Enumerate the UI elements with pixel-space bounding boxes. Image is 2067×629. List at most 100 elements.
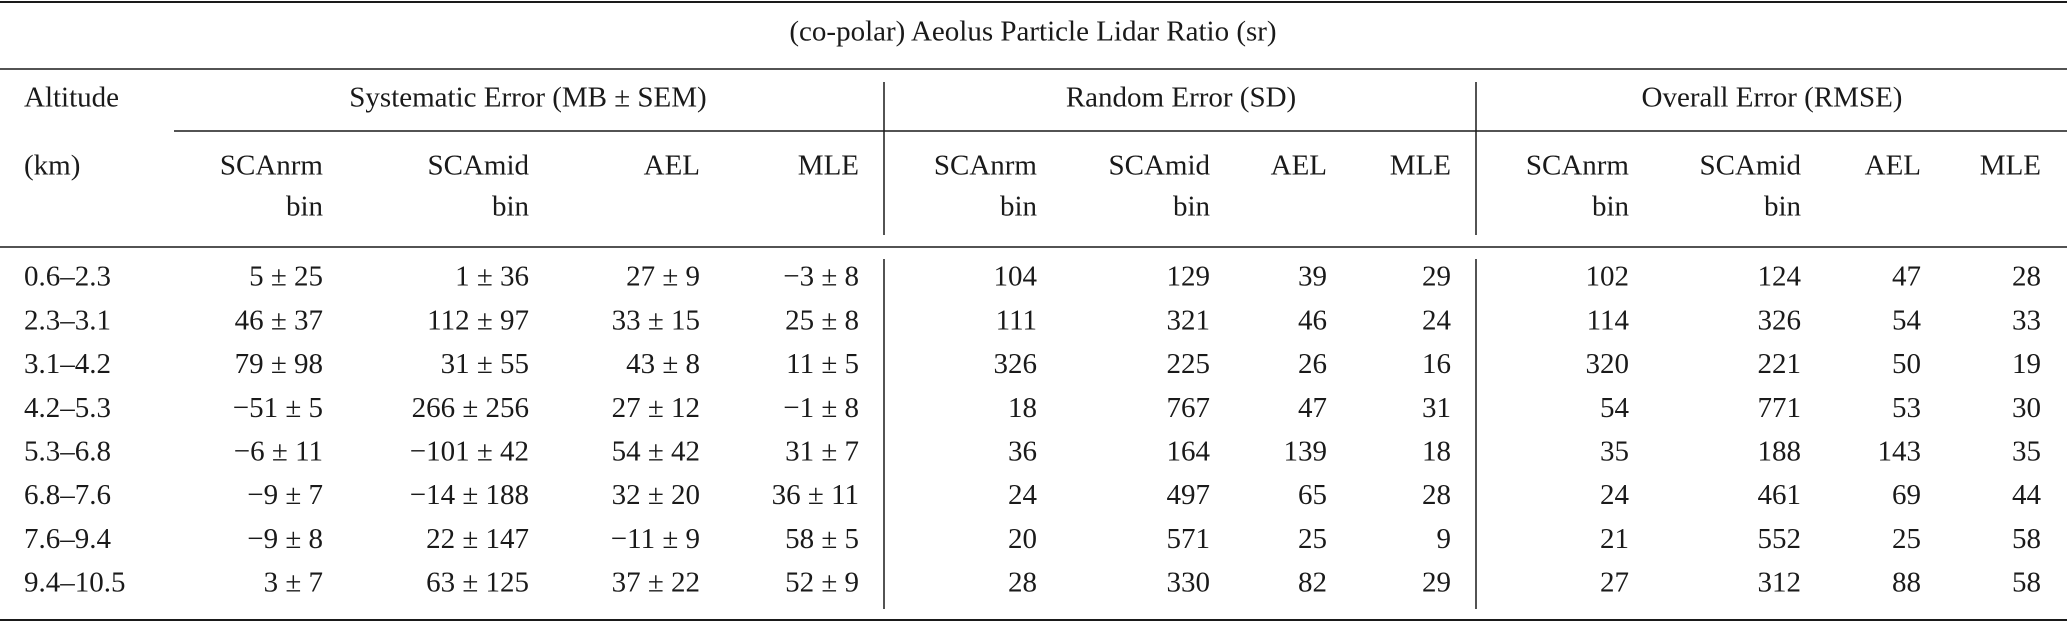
column-header: bin [286, 191, 324, 223]
column-header: SCAmid [427, 150, 529, 182]
value-cell: 54 ± 42 [612, 435, 700, 467]
column-header: AEL [1865, 150, 1921, 182]
value-cell: 54 [1600, 392, 1630, 424]
column-header: MLE [1390, 150, 1451, 182]
value-cell: 29 [1422, 567, 1451, 599]
value-cell: 5 ± 25 [249, 261, 323, 293]
value-cell: 497 [1167, 479, 1211, 511]
value-cell: 28 [2012, 261, 2041, 293]
table-title: (co-polar) Aeolus Particle Lidar Ratio (… [789, 16, 1276, 48]
value-cell: 326 [994, 348, 1038, 380]
value-cell: 143 [1878, 435, 1922, 467]
value-cell: 26 [1298, 348, 1327, 380]
value-cell: 11 ± 5 [786, 348, 859, 380]
value-cell: 16 [1422, 348, 1451, 380]
value-cell: 50 [1892, 348, 1921, 380]
value-cell: 25 [1892, 523, 1921, 555]
value-cell: 111 [996, 304, 1037, 336]
value-cell: 33 ± 15 [612, 304, 700, 336]
group-header: Random Error (SD) [1066, 82, 1296, 114]
value-cell: 22 ± 147 [426, 523, 529, 555]
value-cell: 25 [1298, 523, 1327, 555]
value-cell: 46 [1298, 304, 1327, 336]
column-header: MLE [798, 150, 859, 182]
column-header: bin [1764, 191, 1802, 223]
value-cell: 47 [1892, 261, 1921, 293]
value-cell: 53 [1892, 392, 1921, 424]
value-cell: 82 [1298, 567, 1327, 599]
value-cell: −6 ± 11 [234, 435, 323, 467]
value-cell: 88 [1892, 567, 1921, 599]
value-cell: −3 ± 8 [783, 261, 859, 293]
value-cell: 27 [1600, 567, 1629, 599]
value-cell: 114 [1587, 304, 1630, 336]
altitude-cell: 4.2–5.3 [24, 392, 111, 424]
value-cell: 9 [1437, 523, 1452, 555]
value-cell: 28 [1008, 567, 1037, 599]
value-cell: 24 [1008, 479, 1038, 511]
column-header: SCAnrm [1526, 150, 1630, 182]
column-header: bin [1173, 191, 1211, 223]
altitude-cell: 6.8–7.6 [24, 479, 111, 511]
value-cell: 58 ± 5 [785, 523, 859, 555]
value-cell: 27 ± 9 [626, 261, 700, 293]
column-header: bin [1592, 191, 1630, 223]
value-cell: 3 ± 7 [264, 567, 323, 599]
value-cell: 46 ± 37 [235, 304, 323, 336]
value-cell: 58 [2012, 567, 2041, 599]
value-cell: 39 [1298, 261, 1327, 293]
value-cell: 767 [1167, 392, 1211, 424]
value-cell: −9 ± 7 [247, 479, 323, 511]
value-cell: −101 ± 42 [410, 435, 529, 467]
altitude-header: Altitude [24, 82, 119, 114]
value-cell: 19 [2012, 348, 2041, 380]
value-cell: 221 [1758, 348, 1802, 380]
value-cell: 164 [1167, 435, 1211, 467]
value-cell: 29 [1422, 261, 1451, 293]
value-cell: 266 ± 256 [412, 392, 529, 424]
value-cell: 52 ± 9 [785, 567, 859, 599]
altitude-header: (km) [24, 150, 80, 182]
value-cell: −11 ± 9 [611, 523, 700, 555]
value-cell: 44 [2012, 479, 2042, 511]
value-cell: 79 ± 98 [235, 348, 323, 380]
value-cell: 129 [1167, 261, 1211, 293]
altitude-cell: 0.6–2.3 [24, 261, 111, 293]
value-cell: 18 [1422, 435, 1451, 467]
column-header: bin [492, 191, 530, 223]
value-cell: 571 [1167, 523, 1211, 555]
value-cell: 320 [1586, 348, 1630, 380]
value-cell: 47 [1298, 392, 1327, 424]
altitude-cell: 9.4–10.5 [24, 567, 126, 599]
value-cell: 124 [1758, 261, 1802, 293]
value-cell: 18 [1008, 392, 1037, 424]
value-cell: 552 [1758, 523, 1802, 555]
value-cell: 31 ± 7 [785, 435, 859, 467]
value-cell: 24 [1600, 479, 1630, 511]
value-cell: 31 [1422, 392, 1451, 424]
value-cell: 43 ± 8 [626, 348, 700, 380]
value-cell: 104 [994, 261, 1038, 293]
value-cell: 326 [1758, 304, 1802, 336]
value-cell: 69 [1892, 479, 1921, 511]
value-cell: 1 ± 36 [455, 261, 529, 293]
value-cell: 461 [1758, 479, 1802, 511]
altitude-cell: 2.3–3.1 [24, 304, 111, 336]
value-cell: 31 ± 55 [441, 348, 529, 380]
value-cell: −51 ± 5 [233, 392, 323, 424]
column-header: SCAmid [1108, 150, 1210, 182]
value-cell: −14 ± 188 [410, 479, 529, 511]
value-cell: 37 ± 22 [612, 567, 700, 599]
group-header: Overall Error (RMSE) [1642, 82, 1903, 114]
altitude-cell: 3.1–4.2 [24, 348, 111, 380]
value-cell: −9 ± 8 [247, 523, 323, 555]
value-cell: 771 [1758, 392, 1802, 424]
column-header: SCAnrm [220, 150, 324, 182]
value-cell: 321 [1167, 304, 1211, 336]
column-header: SCAmid [1699, 150, 1801, 182]
group-header: Systematic Error (MB ± SEM) [349, 82, 706, 114]
column-header: bin [1000, 191, 1038, 223]
value-cell: 28 [1422, 479, 1451, 511]
column-header: MLE [1980, 150, 2041, 182]
